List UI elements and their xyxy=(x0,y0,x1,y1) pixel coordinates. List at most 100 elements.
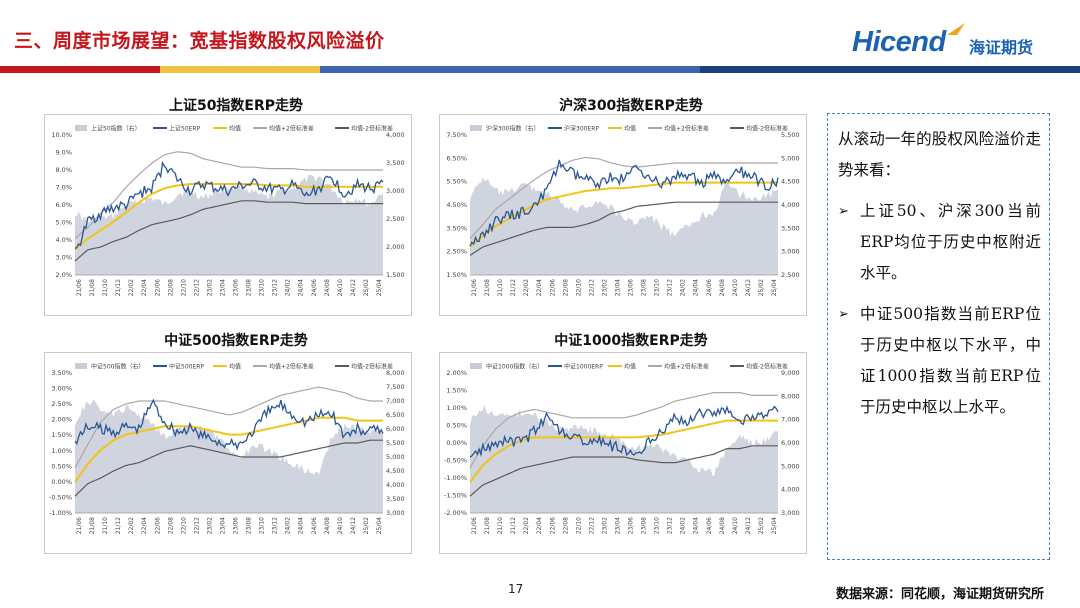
upper-band-line xyxy=(74,151,383,240)
left-tick-label: 2.50% xyxy=(51,400,72,408)
x-tick-label: 24/06 xyxy=(311,279,318,296)
legend-label: 均值 xyxy=(624,363,636,371)
x-tick-label: 22/02 xyxy=(523,279,530,296)
x-tick-label: 23/10 xyxy=(259,517,266,534)
legend-label: 上证50指数（右） xyxy=(91,125,141,133)
x-tick-label: 21/10 xyxy=(102,517,109,534)
x-tick-label: 22/12 xyxy=(193,517,200,534)
legend-swatch xyxy=(75,125,87,131)
right-tick-label: 4,000 xyxy=(781,201,800,209)
right-tick-label: 2,500 xyxy=(386,215,405,223)
x-tick-label: 23/04 xyxy=(615,517,622,534)
right-tick-label: 3,000 xyxy=(386,187,405,195)
right-tick-label: 7,000 xyxy=(386,397,405,405)
right-tick-label: 7,500 xyxy=(386,383,405,391)
left-tick-label: 5.0% xyxy=(55,219,72,227)
x-tick-label: 24/04 xyxy=(693,279,700,296)
x-tick-label: 22/04 xyxy=(536,279,543,296)
left-tick-label: 2.50% xyxy=(446,248,467,256)
x-tick-label: 21/12 xyxy=(115,279,122,296)
x-tick-label: 22/08 xyxy=(167,517,174,534)
x-tick-label: 23/12 xyxy=(272,517,279,534)
x-tick-label: 25/04 xyxy=(771,279,778,296)
x-tick-label: 22/12 xyxy=(588,517,595,534)
right-tick-label: 5,500 xyxy=(781,131,800,139)
page-title: 三、周度市场展望：宽基指数股权风险溢价 xyxy=(14,30,385,52)
x-tick-label: 22/08 xyxy=(562,517,569,534)
x-tick-label: 23/04 xyxy=(220,517,227,534)
left-tick-label: 1.00% xyxy=(446,404,467,412)
x-tick-label: 22/10 xyxy=(575,279,582,296)
mean-line xyxy=(74,416,383,483)
x-tick-label: 22/02 xyxy=(128,279,135,296)
x-tick-label: 21/08 xyxy=(89,517,96,534)
x-tick-label: 22/08 xyxy=(562,279,569,296)
x-tick-label: 22/04 xyxy=(141,517,148,534)
x-tick-label: 22/02 xyxy=(523,517,530,534)
left-tick-label: -0.50% xyxy=(49,493,72,501)
x-tick-label: 21/08 xyxy=(484,517,491,534)
index-area-series xyxy=(75,174,383,275)
left-tick-label: 7.50% xyxy=(446,131,467,139)
upper-band-line xyxy=(469,392,778,469)
chart-title-zz1000: 中证1000指数ERP走势 xyxy=(554,333,708,349)
page-number: 17 xyxy=(508,582,524,596)
logo-wordmark: Hicend xyxy=(852,26,946,58)
x-tick-label: 22/08 xyxy=(167,279,174,296)
x-tick-label: 23/12 xyxy=(272,279,279,296)
legend-label: 均值-2倍标准差 xyxy=(351,125,393,133)
x-tick-label: 24/02 xyxy=(285,517,292,534)
x-tick-label: 24/10 xyxy=(732,279,739,296)
left-tick-label: 1.50% xyxy=(51,431,72,439)
left-tick-label: 2.0% xyxy=(55,271,72,279)
right-tick-label: 1,500 xyxy=(386,271,405,279)
right-tick-label: 2,500 xyxy=(781,271,800,279)
arrow-bullet-icon: ➢ xyxy=(838,204,849,219)
legend-swatch xyxy=(470,125,482,131)
erp-chart-hs300: 沪深300指数（右） 沪深300ERP 均值 均值+2倍标准差 均值-2倍标准差 7.50… xyxy=(439,114,807,316)
x-tick-label: 23/06 xyxy=(628,517,635,534)
x-tick-label: 24/10 xyxy=(732,517,739,534)
right-tick-label: 3,500 xyxy=(386,495,405,503)
legend-label: 沪深300指数（右） xyxy=(486,125,539,133)
chart-canvas: 中证1000指数（右） 中证1000ERP 均值 均值+2倍标准差 均值-2倍标准差 2.… xyxy=(444,363,800,535)
x-tick-label: 22/04 xyxy=(536,517,543,534)
x-tick-label: 24/02 xyxy=(285,279,292,296)
x-tick-label: 21/10 xyxy=(497,279,504,296)
x-tick-label: 24/10 xyxy=(337,517,344,534)
x-tick-label: 21/12 xyxy=(510,517,517,534)
x-tick-label: 24/04 xyxy=(298,517,305,534)
x-tick-label: 21/08 xyxy=(484,279,491,296)
x-tick-label: 21/08 xyxy=(89,279,96,296)
erp-line xyxy=(469,405,779,458)
index-area-series xyxy=(470,177,778,275)
left-tick-label: 10.0% xyxy=(51,131,72,139)
commentary-intro: 从滚动一年的股权风险溢价走势来看： xyxy=(838,130,1041,179)
legend-label: 中证500指数（右） xyxy=(91,363,144,371)
x-tick-label: 25/02 xyxy=(363,517,370,534)
arrow-bullet-icon: ➢ xyxy=(838,307,849,322)
chart-canvas: 沪深300指数（右） 沪深300ERP 均值 均值+2倍标准差 均值-2倍标准差 7.50… xyxy=(446,125,800,297)
right-tick-label: 3,500 xyxy=(386,159,405,167)
x-tick-label: 23/08 xyxy=(246,517,253,534)
x-tick-label: 22/10 xyxy=(575,517,582,534)
left-tick-label: 6.50% xyxy=(446,154,467,162)
right-tick-label: 4,500 xyxy=(781,178,800,186)
right-tick-label: 4,000 xyxy=(386,131,405,139)
x-tick-label: 22/06 xyxy=(549,279,556,296)
chart-title-hs300: 沪深300指数ERP走势 xyxy=(559,98,703,114)
right-tick-label: 5,000 xyxy=(781,154,800,162)
x-tick-label: 24/10 xyxy=(337,279,344,296)
x-tick-label: 23/08 xyxy=(641,279,648,296)
x-tick-label: 23/02 xyxy=(206,517,213,534)
left-tick-label: 3.0% xyxy=(55,254,72,262)
data-source: 数据来源：同花顺，海证期货研究所 xyxy=(836,587,1045,602)
erp-chart-zz1000: 中证1000指数（右） 中证1000ERP 均值 均值+2倍标准差 均值-2倍标准差 2.… xyxy=(439,352,807,554)
legend-label: 上证50ERP xyxy=(169,125,201,133)
left-tick-label: 4.0% xyxy=(55,236,72,244)
erp-line xyxy=(469,159,779,247)
legend-label: 均值 xyxy=(229,125,241,133)
left-tick-label: 3.00% xyxy=(51,385,72,393)
legend-label: 均值+2倍标准差 xyxy=(664,363,709,371)
x-tick-label: 22/12 xyxy=(193,279,200,296)
